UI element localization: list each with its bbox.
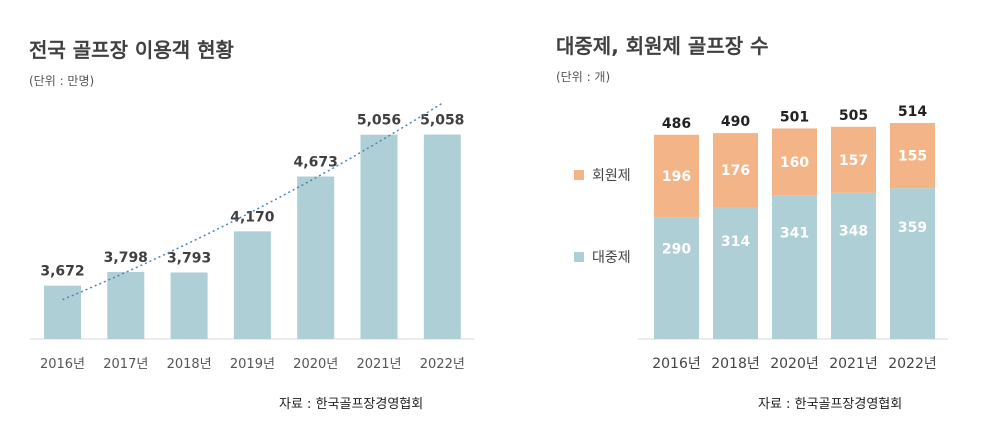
- bar-member-2018년: [713, 133, 758, 208]
- total-value-label: 505: [839, 108, 868, 124]
- x-tick-label: 2022년: [420, 357, 465, 372]
- x-tick-label: 2020년: [293, 357, 338, 372]
- x-tick-label: 2016년: [40, 357, 85, 372]
- right-chart-unit: (단위 : 개): [556, 70, 611, 84]
- x-tick-label: 2018년: [711, 356, 760, 372]
- member-value-label: 155: [898, 149, 927, 165]
- member-value-label: 196: [662, 169, 691, 185]
- bar-2022년: [423, 134, 461, 339]
- bar-value-label: 3,798: [104, 250, 148, 266]
- public-value-label: 290: [662, 242, 691, 258]
- public-value-label: 348: [839, 223, 868, 239]
- left-chart-source: 자료 : 한국골프장경영협회: [279, 397, 424, 412]
- x-tick-label: 2018년: [167, 357, 212, 372]
- x-tick-label: 2016년: [652, 356, 701, 372]
- bar-member-2022년: [890, 123, 935, 189]
- bar-value-label: 4,673: [294, 154, 338, 170]
- legend-member-label: 회원제: [592, 168, 631, 184]
- bar-value-label: 5,056: [357, 113, 401, 129]
- bar-2021년: [360, 134, 398, 339]
- public-value-label: 359: [898, 220, 927, 236]
- bar-member-2021년: [831, 126, 876, 193]
- bar-member-2020년: [772, 128, 817, 196]
- x-tick-label: 2022년: [888, 356, 937, 372]
- bar-member-2016년: [654, 134, 699, 218]
- total-value-label: 490: [721, 114, 750, 130]
- bar-2016년: [44, 285, 81, 339]
- bar-2020년: [297, 176, 335, 339]
- x-tick-label: 2021년: [356, 357, 401, 372]
- x-tick-label: 2021년: [829, 356, 878, 372]
- bar-value-label: 3,672: [40, 264, 84, 280]
- bar-public-2021년: [831, 192, 876, 339]
- bar-value-label: 4,170: [230, 209, 275, 225]
- legend-member: 회원제: [574, 165, 631, 185]
- bar-public-2016년: [654, 217, 699, 339]
- golf-course-count-stacked-chart: 290 196 486 2016년 314 176 490 2018년 341 160 501 202…: [638, 104, 948, 372]
- public-value-label: 341: [780, 226, 809, 242]
- left-chart-title: 전국 골프장 이용객 현황: [29, 38, 234, 62]
- member-value-label: 157: [839, 153, 868, 169]
- public-value-label: 314: [721, 234, 750, 250]
- bar-value-label: 3,793: [167, 250, 211, 266]
- left-chart-unit: (단위 : 만명): [29, 74, 95, 88]
- bar-public-2018년: [713, 207, 758, 339]
- bar-2018년: [170, 272, 208, 339]
- right-panel: 대중제, 회원제 골프장 수 (단위 : 개) 회원제 대중제 290 196 48…: [500, 0, 994, 436]
- legend-public-label: 대중제: [592, 250, 631, 266]
- legend-public-swatch: [574, 252, 584, 262]
- left-panel: 전국 골프장 이용객 현황 (단위 : 만명) 3,672 2016년 3,798 2…: [29, 38, 475, 412]
- legend-member-swatch: [574, 170, 584, 180]
- total-value-label: 514: [898, 104, 927, 120]
- visitors-bar-chart: 3,672 2016년 3,798 2017년 3,793 2018년 4,170 2019년…: [30, 102, 475, 372]
- bar-2019년: [233, 231, 271, 339]
- total-value-label: 501: [780, 109, 809, 125]
- x-tick-label: 2020년: [770, 356, 819, 372]
- bar-2017년: [107, 271, 145, 339]
- bar-public-2020년: [772, 195, 817, 339]
- total-value-label: 486: [662, 116, 691, 132]
- member-value-label: 176: [721, 163, 750, 179]
- x-tick-label: 2017년: [103, 357, 148, 372]
- bar-public-2022년: [890, 188, 935, 339]
- right-chart-source: 자료 : 한국골프장경영협회: [758, 397, 903, 412]
- x-tick-label: 2019년: [230, 357, 275, 372]
- legend-public: 대중제: [574, 247, 631, 267]
- right-chart-title: 대중제, 회원제 골프장 수: [556, 34, 769, 58]
- member-value-label: 160: [780, 155, 809, 171]
- bar-value-label: 5,058: [420, 112, 464, 128]
